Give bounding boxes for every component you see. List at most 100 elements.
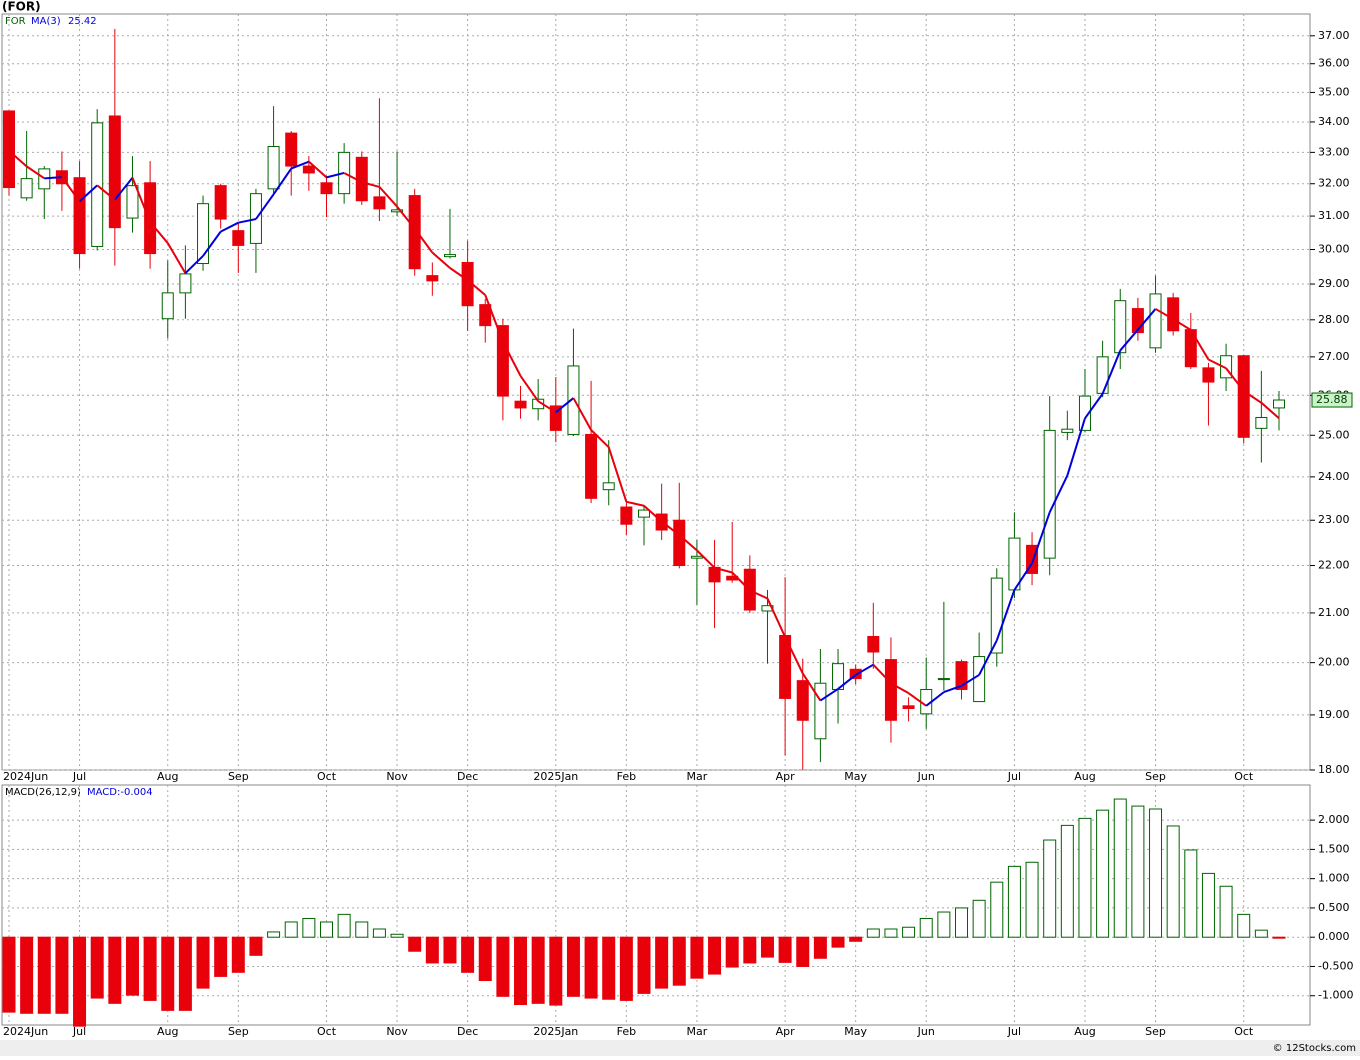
x-tick-label: 2025Jan <box>533 770 578 783</box>
macd-bar <box>514 936 528 1006</box>
ma-line-segment <box>326 171 345 179</box>
candle-body <box>108 115 121 229</box>
ma-line-segment <box>396 205 416 230</box>
y-tick-label: 0.500 <box>1318 901 1350 914</box>
ma-line-segment <box>272 167 293 195</box>
ma-line-segment <box>978 640 998 676</box>
ma-line-segment <box>855 663 874 676</box>
ma-line-segment <box>1137 308 1157 331</box>
x-tick-label: Jun <box>917 1025 935 1038</box>
ma-line-segment <box>819 688 839 702</box>
macd-bar <box>1201 872 1215 938</box>
x-tick-label: Sep <box>228 770 249 783</box>
candle-body <box>302 165 315 174</box>
x-tick-label: Sep <box>1145 770 1166 783</box>
macd-bar <box>1060 824 1074 938</box>
macd-bar <box>73 936 87 1027</box>
y-tick-label: 35.00 <box>1318 85 1350 98</box>
candle-body <box>796 680 809 721</box>
ma-line-segment <box>378 186 398 208</box>
y-tick-label: 33.00 <box>1318 145 1350 158</box>
candle-body <box>1273 399 1285 409</box>
candle-body <box>479 304 492 327</box>
macd-bar <box>760 936 774 958</box>
candle-body <box>620 506 633 525</box>
x-tick-label: 2024Jun <box>3 770 48 783</box>
candle-body <box>1043 429 1056 559</box>
y-tick-label: 27.00 <box>1318 350 1350 363</box>
macd-bar <box>461 936 475 973</box>
candle-body <box>673 519 686 567</box>
ma-line-segment <box>925 691 945 707</box>
ma-line-segment <box>1119 329 1139 352</box>
ma-line-segment <box>626 500 645 507</box>
ma-line-segment <box>837 674 857 690</box>
footer-bar <box>0 1040 1360 1056</box>
ma-line-segment <box>890 682 910 695</box>
candle-body <box>1220 355 1233 379</box>
ma-line-segment <box>149 221 169 244</box>
macd-bar <box>302 917 316 938</box>
x-tick-label: Sep <box>228 1025 249 1038</box>
candle-body <box>179 273 192 294</box>
ma-line-segment <box>220 221 239 233</box>
candle-body <box>126 185 139 219</box>
macd-bar <box>1096 809 1110 938</box>
macd-bar <box>1184 849 1198 938</box>
macd-bar <box>1149 808 1163 938</box>
ma-line-segment <box>502 341 522 377</box>
ma-line-segment <box>131 177 152 223</box>
macd-bar <box>1078 817 1092 938</box>
macd-bar <box>637 936 651 994</box>
x-tick-label: Sep <box>1145 1025 1166 1038</box>
macd-bar <box>1219 885 1233 938</box>
ma-line-segment <box>413 228 434 254</box>
x-tick-label: Jul <box>1007 770 1021 783</box>
ma-line-segment <box>202 231 222 257</box>
x-tick-label: Jul <box>1007 1025 1021 1038</box>
candle-body <box>285 132 298 167</box>
candle-body <box>3 110 15 189</box>
ma-line-segment <box>1243 390 1262 404</box>
x-tick-label: Nov <box>386 770 408 783</box>
candle-body <box>884 659 897 721</box>
ma-line-segment <box>343 172 363 184</box>
x-tick-label: Nov <box>386 1025 408 1038</box>
ma-line-segment <box>1260 402 1280 420</box>
macd-bar <box>443 936 457 964</box>
candle-body <box>585 433 598 499</box>
ma-line-segment <box>872 663 892 684</box>
macd-bar <box>320 921 333 938</box>
price-panel <box>1 13 1311 771</box>
y-tick-label: -0.500 <box>1318 959 1353 972</box>
y-tick-label: 19.00 <box>1318 708 1350 721</box>
macd-bar <box>1237 913 1251 938</box>
macd-bar <box>231 936 245 973</box>
macd-bar <box>743 936 757 964</box>
macd-bar <box>955 907 968 938</box>
macd-bar <box>990 881 1004 938</box>
ma-line-segment <box>907 692 927 707</box>
y-tick-label: 22.00 <box>1318 559 1350 572</box>
candle-body <box>567 365 580 435</box>
ma-line-segment <box>555 397 575 414</box>
macd-bar <box>602 936 616 1000</box>
chart-title: (FOR) <box>2 0 41 14</box>
ma-line-segment <box>44 176 62 180</box>
macd-bar <box>125 936 139 996</box>
ma-line-segment <box>714 566 733 574</box>
ma-line-segment <box>484 294 504 343</box>
ma-line-segment <box>61 176 81 202</box>
macd-bar <box>1025 861 1039 938</box>
candle-body <box>373 196 386 210</box>
macd-bar <box>337 913 351 938</box>
x-tick-label: Apr <box>776 770 796 783</box>
candle-body <box>602 482 615 491</box>
x-tick-label: Aug <box>157 770 178 783</box>
y-tick-label: 29.00 <box>1318 277 1350 290</box>
macd-bar <box>478 936 492 982</box>
macd-bar <box>284 921 298 938</box>
candle-body <box>1096 356 1109 394</box>
candle-body <box>937 678 950 681</box>
candle-body <box>144 182 157 255</box>
